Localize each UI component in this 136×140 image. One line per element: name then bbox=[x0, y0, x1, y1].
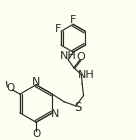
Text: N: N bbox=[32, 77, 40, 87]
Text: F: F bbox=[70, 15, 76, 25]
Text: F: F bbox=[55, 24, 61, 34]
Text: O: O bbox=[76, 52, 85, 62]
Text: N: N bbox=[51, 109, 59, 119]
Text: O: O bbox=[6, 83, 14, 94]
Text: NH: NH bbox=[78, 70, 95, 80]
Text: O: O bbox=[32, 129, 40, 139]
Text: S: S bbox=[75, 101, 82, 114]
Text: NH: NH bbox=[60, 51, 76, 61]
